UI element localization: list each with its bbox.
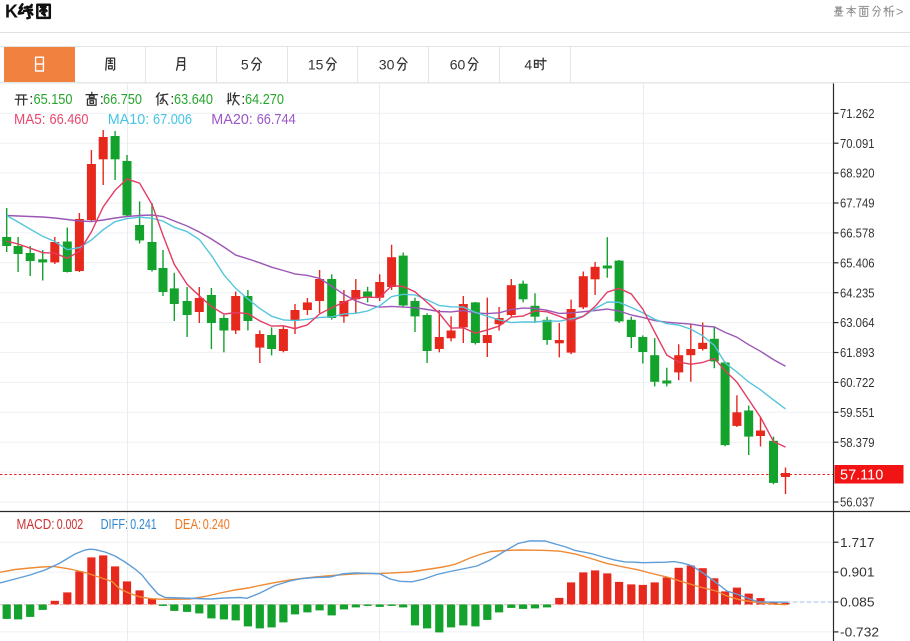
svg-text:64.270: 64.270 [245,91,284,108]
svg-text:MA5:: MA5: [14,111,46,128]
svg-text:0.901: 0.901 [840,565,875,580]
svg-text:0.085: 0.085 [840,595,875,610]
svg-text:66.578: 66.578 [840,226,875,241]
svg-text:15: 15 [308,57,324,73]
svg-text:56.037: 56.037 [840,495,875,510]
svg-text:70.091: 70.091 [840,136,875,151]
svg-text:64.235: 64.235 [840,285,875,300]
svg-text:K: K [5,2,18,22]
svg-text:63.640: 63.640 [174,91,213,108]
svg-text:63.064: 63.064 [840,315,875,330]
svg-text:65.150: 65.150 [34,91,73,108]
svg-text:MACD:: MACD: [17,516,55,533]
svg-text:65.406: 65.406 [840,255,875,270]
svg-text:0.241: 0.241 [130,516,157,533]
svg-text:1.717: 1.717 [840,535,875,550]
svg-text:30: 30 [379,57,395,73]
svg-text:MA10:: MA10: [108,111,150,128]
svg-text:0.002: 0.002 [57,516,83,533]
svg-text:4: 4 [524,57,532,73]
svg-text:67.749: 67.749 [840,196,875,211]
svg-text::: : [100,91,104,108]
svg-text:MA20:: MA20: [211,111,253,128]
svg-text:60: 60 [450,57,466,73]
svg-text:DIFF:: DIFF: [101,516,129,533]
svg-text:66.744: 66.744 [257,111,296,128]
svg-text:0.240: 0.240 [203,516,230,533]
svg-text:61.893: 61.893 [840,345,875,360]
svg-text:-0.732: -0.732 [840,625,879,640]
svg-text:DEA:: DEA: [175,516,202,533]
svg-text:68.920: 68.920 [840,166,875,181]
svg-text::: : [170,91,174,108]
svg-text:60.722: 60.722 [840,375,875,390]
svg-text:71.262: 71.262 [840,106,875,121]
svg-text:66.750: 66.750 [103,91,142,108]
svg-text:59.551: 59.551 [840,405,875,420]
svg-text:58.379: 58.379 [840,435,875,450]
svg-text:66.460: 66.460 [50,111,89,128]
svg-text:>: > [896,5,903,19]
svg-text:57.110: 57.110 [840,468,883,484]
svg-text::: : [29,91,33,108]
svg-text::: : [241,91,245,108]
svg-text:67.006: 67.006 [153,111,192,128]
svg-text:5: 5 [241,57,249,73]
